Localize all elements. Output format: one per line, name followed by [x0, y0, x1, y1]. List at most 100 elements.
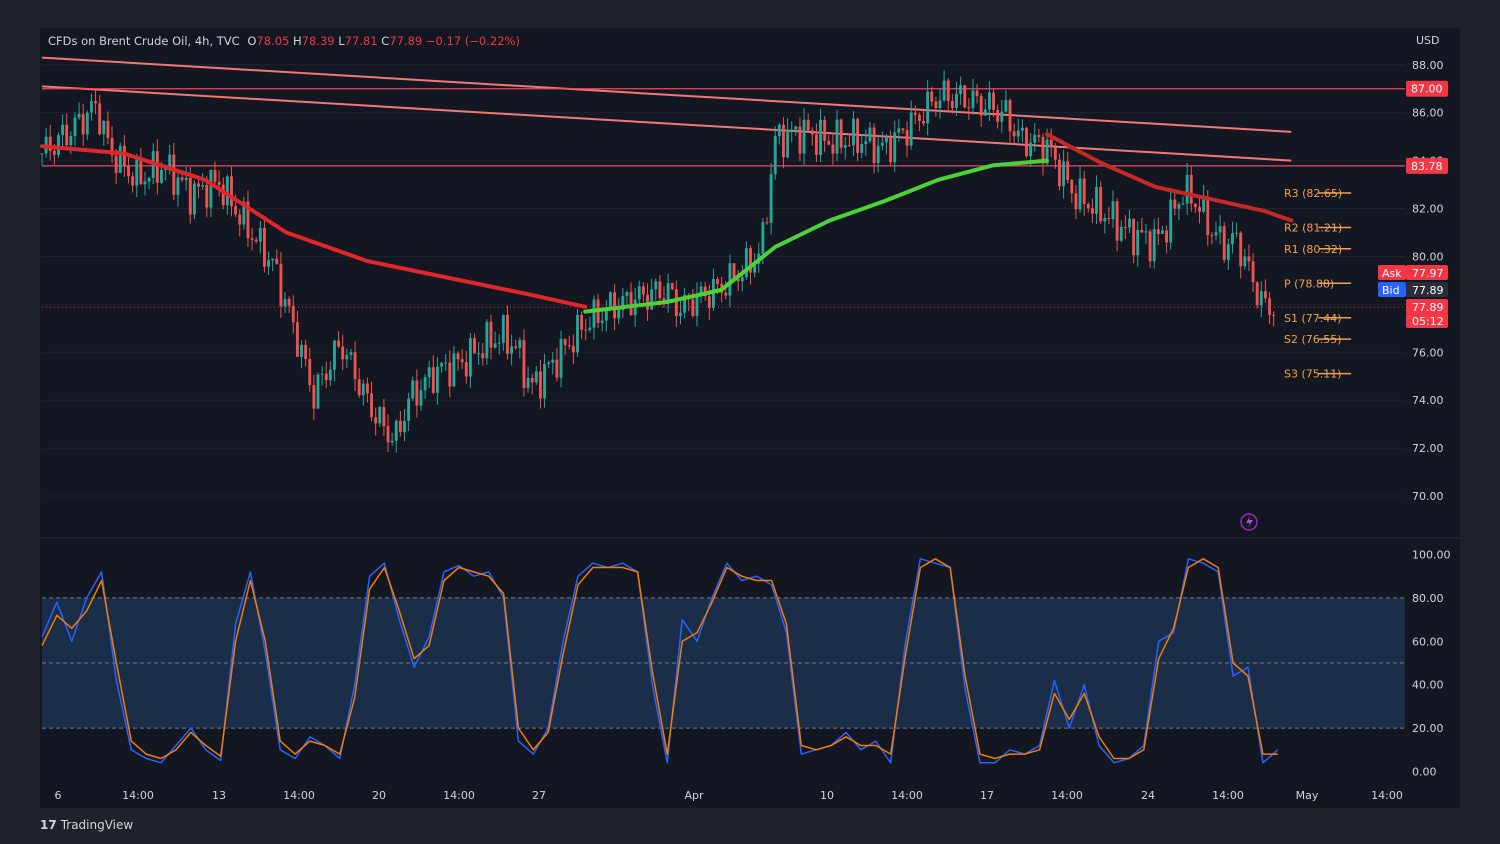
candle — [571, 346, 575, 353]
candle — [1008, 100, 1012, 132]
candle — [1016, 130, 1020, 137]
candle — [403, 420, 406, 433]
candle — [769, 174, 773, 223]
candle — [1074, 193, 1078, 210]
candle — [1095, 187, 1098, 214]
candle — [551, 359, 555, 363]
candle — [996, 109, 1000, 122]
candle — [917, 114, 921, 122]
candle — [728, 263, 732, 296]
candle — [1251, 261, 1255, 283]
price-value-badge — [1406, 265, 1448, 280]
candle — [744, 248, 748, 277]
candle — [802, 119, 806, 154]
candle — [938, 100, 942, 108]
candle — [139, 159, 143, 185]
price-axis-tick: 80.00 — [1412, 250, 1444, 263]
candle — [398, 420, 402, 433]
candle — [52, 150, 56, 155]
oscillator-axis-tick: 0.00 — [1412, 765, 1437, 778]
candle — [477, 353, 481, 355]
candle — [1202, 196, 1206, 212]
candle — [473, 338, 476, 354]
candle — [419, 390, 423, 406]
candle — [448, 362, 452, 387]
oscillator-pane[interactable] — [41, 558, 1405, 764]
candle — [666, 283, 670, 302]
candle — [1062, 161, 1066, 187]
price-axis-tick: 76.00 — [1412, 346, 1444, 359]
oscillator-axis-tick: 40.00 — [1412, 679, 1444, 692]
candle — [1214, 232, 1218, 236]
candle — [987, 92, 991, 110]
candle — [1235, 232, 1239, 234]
candle — [444, 362, 448, 364]
candle — [749, 248, 752, 273]
time-axis-tick: 14:00 — [283, 789, 315, 802]
candle — [1255, 282, 1259, 306]
candle — [588, 327, 592, 331]
candle — [1132, 218, 1136, 256]
candle — [436, 366, 439, 393]
candle — [230, 176, 233, 207]
candle — [563, 339, 567, 346]
candle — [868, 127, 872, 142]
time-axis-tick: 10 — [820, 789, 834, 802]
candle — [1160, 230, 1164, 234]
candle — [225, 176, 229, 206]
candle — [983, 109, 987, 116]
candle — [57, 135, 60, 155]
candle — [209, 169, 213, 208]
candle — [753, 263, 757, 273]
candle — [160, 169, 163, 183]
candle — [493, 343, 497, 348]
candle — [1263, 291, 1267, 299]
high-value: 78.39 — [301, 34, 335, 48]
candle — [885, 137, 888, 143]
candle — [1070, 180, 1074, 194]
candle — [320, 373, 324, 375]
tradingview-brand[interactable]: 17 TradingView — [40, 818, 133, 832]
candle — [40, 153, 44, 155]
candle — [489, 321, 493, 348]
candle — [497, 342, 501, 344]
pivot-label: R3 (82.65) — [1284, 187, 1342, 200]
time-axis-tick: 6 — [55, 789, 62, 802]
candle — [1128, 218, 1131, 228]
candle — [625, 292, 629, 296]
candle — [959, 85, 963, 94]
currency-label[interactable]: USD — [1416, 34, 1440, 47]
candle — [1247, 256, 1251, 262]
candle — [238, 214, 242, 225]
symbol-title[interactable]: CFDs on Brent Crude Oil, 4h, TVC — [48, 34, 240, 48]
candle — [860, 144, 864, 153]
candle — [707, 296, 711, 308]
price-value-label: 77.89 — [1412, 284, 1444, 297]
price-value-label: 77.97 — [1412, 267, 1444, 280]
candle — [979, 96, 983, 116]
candle — [464, 362, 468, 377]
candle — [810, 130, 814, 135]
level-badge-label: 87.00 — [1411, 83, 1443, 96]
candle — [147, 177, 151, 182]
candle — [1119, 227, 1123, 241]
time-axis-tick: Apr — [684, 789, 704, 802]
candle — [1037, 135, 1041, 138]
candle — [184, 177, 188, 181]
alert-lightning-glyph — [1246, 516, 1253, 528]
candle — [617, 309, 621, 319]
low-label: L — [338, 34, 345, 48]
candle — [1181, 203, 1185, 205]
price-pane[interactable]: R3 (82.65) R2 (81.21) R1 (80.32) P (78.88) S… — [40, 56, 1405, 497]
candle — [992, 92, 995, 110]
candle — [353, 352, 357, 380]
price-axis-tick: 86.00 — [1412, 107, 1444, 120]
open-value: 78.05 — [256, 34, 290, 48]
candle — [847, 145, 851, 147]
change-value: −0.17 (−0.22%) — [425, 34, 520, 48]
candle — [777, 124, 781, 137]
high-label: H — [293, 34, 302, 48]
candle — [316, 374, 320, 409]
candle — [1218, 226, 1222, 233]
